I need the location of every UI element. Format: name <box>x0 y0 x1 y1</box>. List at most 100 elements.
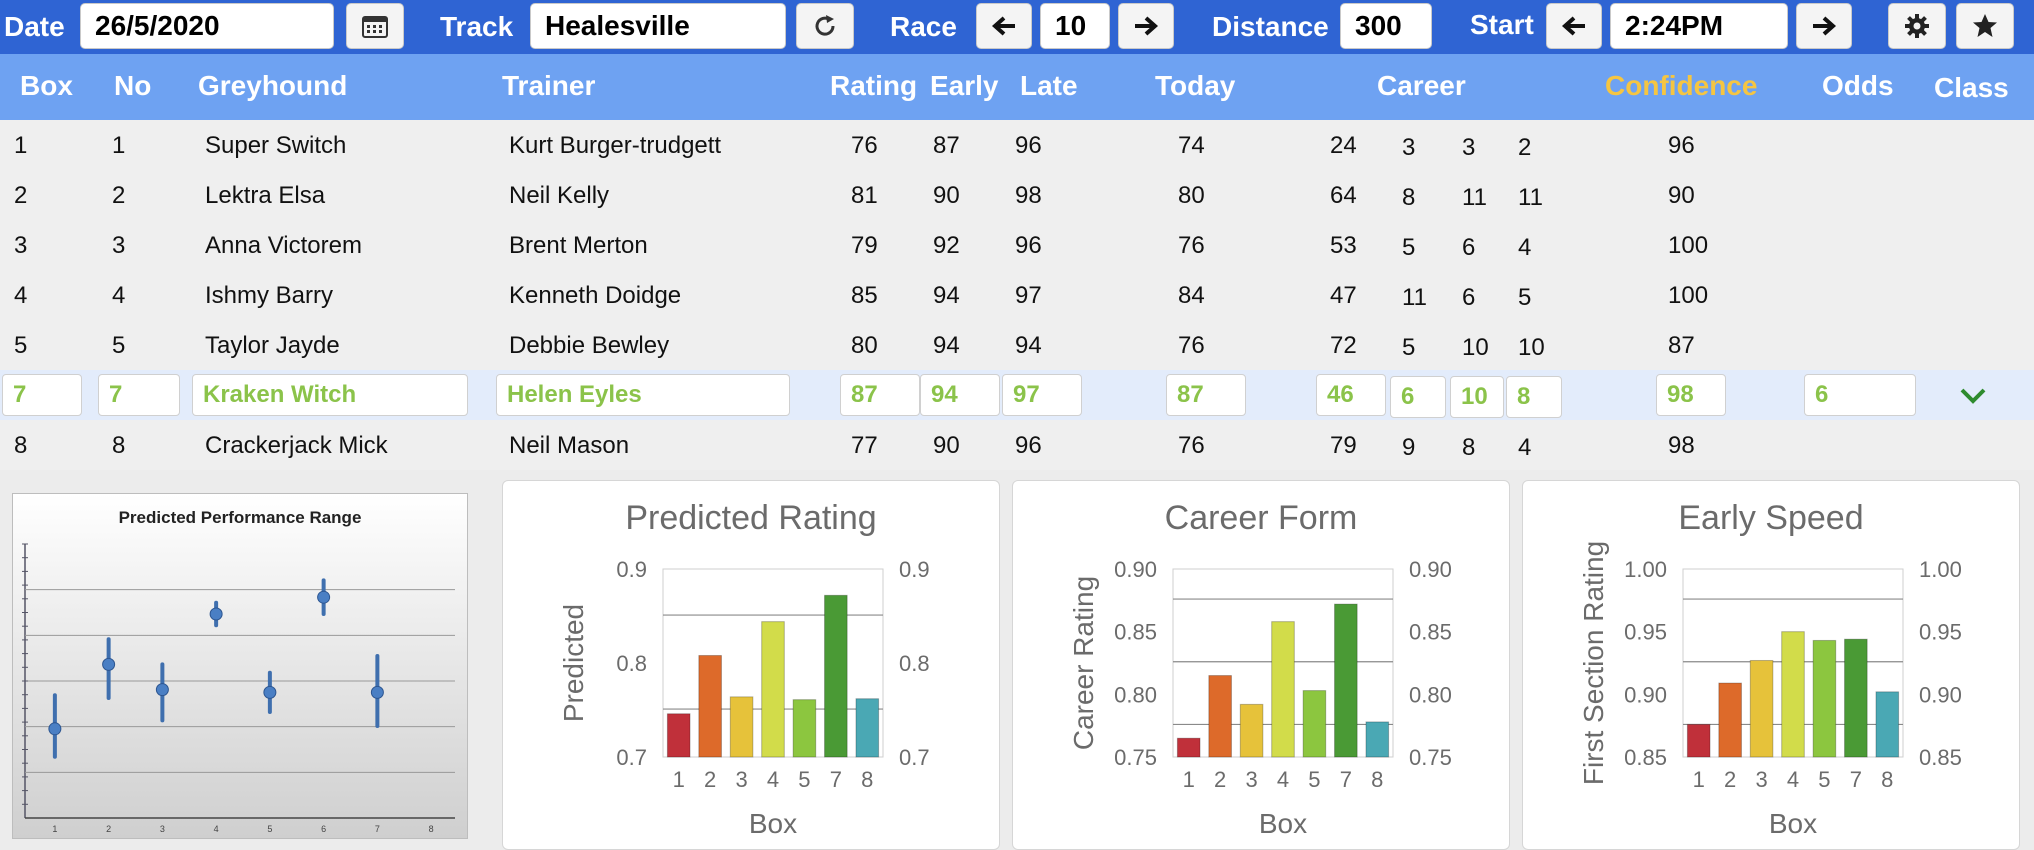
track-input[interactable]: Healesville <box>530 3 786 49</box>
x-tick-label: 1 <box>673 767 685 792</box>
x-tick-label: 8 <box>1371 767 1383 792</box>
cell-no-input[interactable]: 7 <box>98 374 180 416</box>
settings-button[interactable] <box>1888 3 1946 49</box>
cell-today: 74 <box>1178 132 1205 159</box>
cell-rating-input[interactable]: 87 <box>840 374 920 416</box>
favorite-button[interactable] <box>1956 3 2014 49</box>
table-row[interactable]: 2 2 Lektra Elsa Neil Kelly 81 90 98 80 6… <box>0 170 2034 220</box>
table-row-selected[interactable]: 7 7 Kraken Witch Helen Eyles 87 94 97 87… <box>0 370 2034 420</box>
cell-early: 94 <box>933 332 960 359</box>
performance-range-panel: Predicted Performance Range 1 2 3 4 5 6 7 8 <box>12 493 468 839</box>
table-row[interactable]: 5 5 Taylor Jayde Debbie Bewley 80 94 94 … <box>0 320 2034 370</box>
cell-box-input[interactable]: 7 <box>2 374 82 416</box>
cell-rating: 77 <box>851 432 878 459</box>
cell-confidence: 90 <box>1668 182 1695 209</box>
x-tick-label: 5 <box>798 767 810 792</box>
arrow-left-icon <box>991 16 1015 36</box>
table-row[interactable]: 8 8 Crackerjack Mick Neil Mason 77 90 96… <box>0 420 2034 470</box>
x-tick-label: 4 <box>1277 767 1289 792</box>
start-next-button[interactable] <box>1796 3 1852 49</box>
x-tick-label: 2 <box>106 824 111 834</box>
x-tick-label: 7 <box>830 767 842 792</box>
y2-tick-label: 1.00 <box>1919 557 1962 582</box>
x-axis-label: Box <box>1769 808 1817 839</box>
refresh-icon <box>815 15 835 36</box>
y-tick-label: 0.85 <box>1114 620 1157 645</box>
chevron-down-icon <box>1960 388 1986 404</box>
y-tick-label: 0.75 <box>1114 745 1157 770</box>
col-odds[interactable]: Odds <box>1822 70 1894 101</box>
col-today[interactable]: Today <box>1155 70 1236 101</box>
bar <box>1812 639 1837 758</box>
cell-career-4: 11 <box>1518 184 1543 211</box>
cell-trainer: Neil Mason <box>509 432 630 459</box>
star-icon <box>1973 14 1997 37</box>
cell-early-input[interactable]: 94 <box>920 374 1000 416</box>
x-tick-label: 7 <box>375 824 380 834</box>
date-input[interactable]: 26/5/2020 <box>80 3 334 49</box>
race-prev-button[interactable] <box>976 3 1032 49</box>
col-class[interactable]: Class <box>1934 72 2009 103</box>
refresh-button[interactable] <box>796 3 854 49</box>
y-tick-label: 0.90 <box>1624 682 1667 707</box>
cell-career-2: 5 <box>1402 334 1416 361</box>
cell-greyhound-input[interactable]: Kraken Witch <box>192 374 468 416</box>
col-no[interactable]: No <box>114 70 152 101</box>
bar <box>792 699 817 758</box>
start-input[interactable]: 2:24PM <box>1610 3 1788 49</box>
career-form-chart: Career Form 0.75 0.75 0.80 0.80 0.85 0.85 0.90 0… <box>1068 499 1452 839</box>
col-early[interactable]: Early <box>930 70 999 101</box>
start-prev-button[interactable] <box>1546 3 1602 49</box>
cell-career-2: 9 <box>1402 434 1416 461</box>
cell-career-1-input[interactable]: 46 <box>1316 374 1386 416</box>
col-rating[interactable]: Rating <box>830 70 918 101</box>
cell-today: 84 <box>1178 282 1205 309</box>
cell-trainer-input[interactable]: Helen Eyles <box>496 374 790 416</box>
race-label: Race <box>890 11 957 42</box>
y-axis-label: Predicted <box>558 604 589 722</box>
col-confidence[interactable]: Confidence <box>1605 70 1758 101</box>
col-box[interactable]: Box <box>20 70 73 101</box>
cell-odds-input[interactable]: 6 <box>1804 374 1916 416</box>
performance-range-chart: Predicted Performance Range 1 2 3 4 5 6 7 8 <box>22 508 455 834</box>
distance-input[interactable]: 300 <box>1340 3 1432 49</box>
cell-late-input[interactable]: 97 <box>1002 374 1082 416</box>
cell-early: 92 <box>933 232 960 259</box>
cell-career-1: 72 <box>1330 332 1357 359</box>
cell-rating: 85 <box>851 282 878 309</box>
cell-career-3: 11 <box>1462 184 1487 211</box>
race-input[interactable]: 10 <box>1040 3 1110 49</box>
cell-career-2-input[interactable]: 6 <box>1390 376 1446 418</box>
col-late[interactable]: Late <box>1020 70 1078 101</box>
class-dropdown[interactable] <box>1958 384 1988 411</box>
x-tick-label: 2 <box>1214 767 1226 792</box>
col-career[interactable]: Career <box>1377 70 1466 101</box>
cell-box: 1 <box>14 132 28 159</box>
bar <box>1239 703 1264 758</box>
table-row[interactable]: 1 1 Super Switch Kurt Burger-trudgett 76… <box>0 120 2034 170</box>
cell-confidence: 100 <box>1668 282 1709 309</box>
cell-trainer: Kurt Burger-trudgett <box>509 132 722 159</box>
cell-career-4: 4 <box>1518 434 1532 461</box>
runners-table: 1 1 Super Switch Kurt Burger-trudgett 76… <box>0 120 2034 470</box>
calendar-button[interactable] <box>346 3 404 49</box>
range-point <box>48 722 62 736</box>
x-tick-label: 3 <box>1755 767 1767 792</box>
col-trainer[interactable]: Trainer <box>502 70 596 101</box>
table-row[interactable]: 3 3 Anna Victorem Brent Merton 79 92 96 … <box>0 220 2034 270</box>
cell-confidence-input[interactable]: 98 <box>1656 374 1726 416</box>
early-speed-panel: Early Speed 0.85 0.85 0.90 0.90 0.95 0.95 1.00 1… <box>1522 480 2020 850</box>
cell-greyhound: Crackerjack Mick <box>205 432 388 459</box>
cell-career-4-input[interactable]: 8 <box>1506 376 1562 418</box>
range-point <box>263 685 277 699</box>
chart-title: Predicted Performance Range <box>119 508 362 527</box>
cell-career-3-input[interactable]: 10 <box>1450 376 1504 418</box>
col-greyhound[interactable]: Greyhound <box>198 70 348 101</box>
x-tick-label: 1 <box>52 824 57 834</box>
y-tick-label: 0.90 <box>1114 557 1157 582</box>
cell-today-input[interactable]: 87 <box>1166 374 1246 416</box>
race-next-button[interactable] <box>1118 3 1174 49</box>
bar <box>1875 691 1900 758</box>
cell-rating: 76 <box>851 132 878 159</box>
table-row[interactable]: 4 4 Ishmy Barry Kenneth Doidge 85 94 97 … <box>0 270 2034 320</box>
